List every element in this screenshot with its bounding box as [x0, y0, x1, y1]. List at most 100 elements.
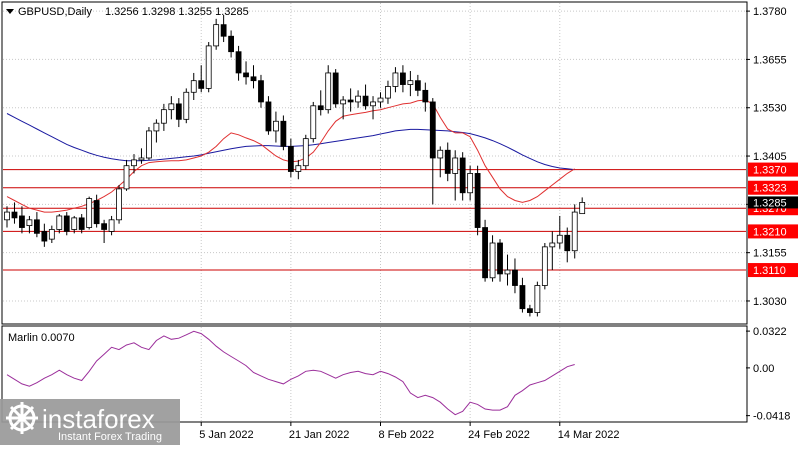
candle: [474, 165, 481, 236]
ohlc-values: 1.3256 1.3298 1.3255 1.3285: [105, 6, 249, 18]
candle-body-bull: [467, 173, 474, 194]
candle-body-bear: [228, 35, 235, 53]
candle-body-bull: [48, 229, 55, 240]
candle: [571, 204, 578, 259]
candle-body-bull: [534, 285, 541, 313]
candle: [41, 223, 48, 247]
candle-body-bear: [519, 285, 526, 310]
candle: [198, 65, 205, 93]
candle-body-bear: [220, 24, 227, 37]
candle-body-bear: [198, 80, 205, 89]
candle-body-bear: [564, 234, 571, 252]
candle: [273, 111, 279, 143]
time-tick-label: 14 Mar 2022: [558, 429, 620, 441]
candle: [452, 150, 459, 201]
candle: [175, 98, 182, 128]
candle-body-bull: [392, 72, 399, 87]
candle-body-bear: [101, 223, 108, 230]
candle: [26, 215, 33, 234]
main-pane-frame: [1, 1, 748, 325]
candle: [579, 197, 586, 215]
candle: [541, 243, 548, 290]
candle-body-bear: [497, 242, 503, 275]
time-tick-label: 21 Jan 2022: [289, 429, 350, 441]
candle: [489, 235, 496, 282]
candle-body-bear: [41, 231, 48, 242]
candle-body-bull: [549, 242, 556, 248]
candle-body-bull: [452, 157, 459, 174]
candle-body-bull: [183, 91, 190, 120]
candle-body-bear: [93, 200, 100, 225]
candle-body-bear: [400, 72, 406, 85]
watermark-background: [0, 399, 180, 445]
candle: [153, 119, 160, 143]
candle: [33, 212, 40, 238]
candle: [549, 231, 556, 271]
candle: [101, 219, 108, 243]
candle: [467, 165, 474, 201]
candle-body-bull: [138, 157, 145, 161]
level-badge: [748, 180, 798, 195]
candle-body-bull: [56, 215, 63, 230]
time-tick-label: 24 Feb 2022: [468, 429, 530, 441]
candle: [527, 304, 533, 317]
candle: [355, 90, 361, 108]
grid-lines: [3, 3, 746, 421]
oscillator-tick-label: 0.0322: [753, 326, 787, 338]
candle: [377, 92, 384, 108]
candle: [295, 159, 302, 180]
candle: [340, 96, 347, 120]
candle-body-bull: [355, 95, 361, 103]
candle: [317, 90, 324, 116]
candle-body-bull: [205, 45, 212, 89]
candle: [131, 154, 137, 174]
candle: [512, 258, 518, 294]
candle-body-bear: [414, 80, 421, 91]
candle-body-bear: [235, 51, 242, 74]
candle: [243, 61, 249, 85]
candle-body-bull: [504, 269, 511, 275]
candle: [86, 196, 93, 230]
candle-body-bull: [579, 202, 586, 215]
candle: [392, 67, 399, 93]
candle: [385, 80, 391, 104]
oscillator-tick-label: 0.00: [753, 363, 774, 375]
candle-body-bear: [347, 99, 354, 103]
candle: [205, 42, 212, 93]
candles: [4, 14, 586, 317]
instaforex-logo-icon: [6, 402, 38, 434]
candle-body-bull: [310, 105, 317, 140]
level-badge: [748, 224, 798, 239]
candle: [287, 138, 294, 178]
candle: [310, 101, 317, 143]
oscillator-line: [6, 330, 575, 416]
candle: [482, 219, 488, 282]
candle: [138, 148, 145, 164]
candle: [220, 14, 227, 43]
candle: [190, 72, 197, 101]
price-tick-label: 1.3655: [753, 54, 787, 66]
candle-body-bear: [362, 95, 369, 107]
dropdown-triangle-icon[interactable]: [6, 9, 14, 14]
oscillator-tick-label: -0.0418: [753, 411, 790, 423]
indicator-label: Marlin 0.0070: [8, 332, 75, 344]
candle-body-bull: [385, 86, 391, 99]
level-badge: [748, 162, 798, 177]
candle: [4, 206, 10, 228]
candle-body-bear: [474, 173, 481, 228]
price-tick-label: 1.3530: [753, 103, 787, 115]
candle-body-bear: [444, 149, 451, 174]
candle-body-bull: [302, 138, 309, 167]
candle: [504, 254, 511, 286]
candle: [183, 88, 190, 124]
candle-body-bull: [108, 219, 115, 232]
candle: [370, 96, 376, 120]
candle-body-bull: [160, 109, 167, 124]
price-tick-label: 1.3780: [753, 6, 787, 18]
candle-body-bull: [26, 219, 33, 227]
current-price-label: 1.3285: [753, 197, 787, 209]
candle: [258, 74, 264, 108]
candle-body-bull: [407, 80, 414, 85]
level-badge: [748, 263, 798, 278]
